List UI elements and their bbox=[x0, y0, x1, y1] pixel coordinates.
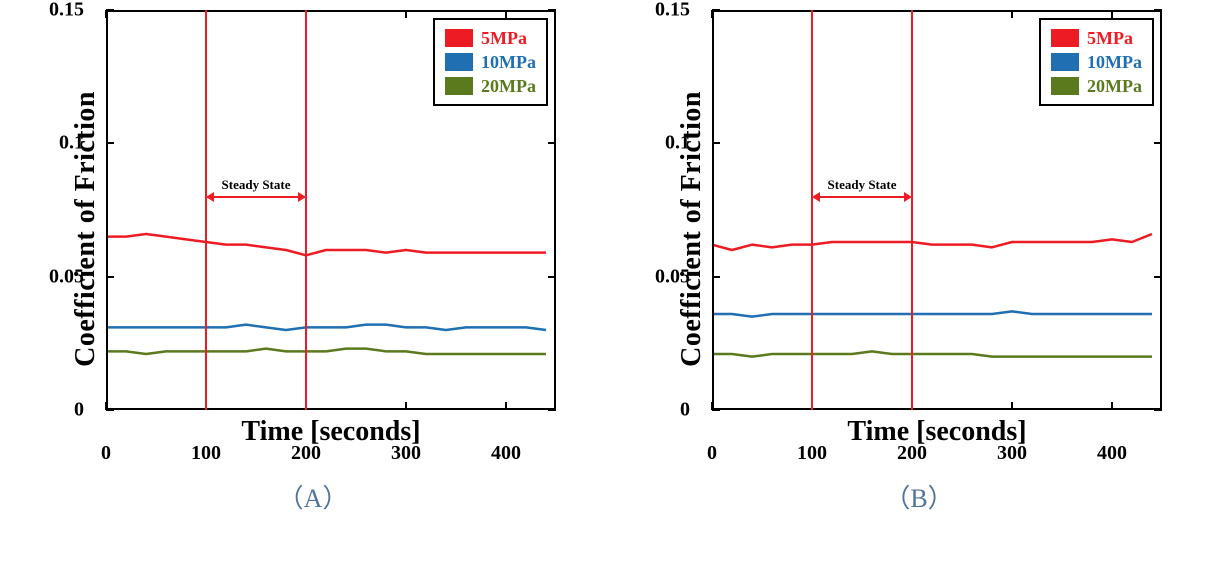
series-line-5MPa bbox=[712, 234, 1152, 250]
legend-swatch bbox=[1051, 77, 1079, 95]
chart-wrapper-b: Coefficient of Friction 00.050.10.150100… bbox=[676, 10, 1162, 448]
y-tick-mark bbox=[548, 9, 556, 11]
plot-area-a: 00.050.10.150100200300400Steady State5MP… bbox=[106, 10, 556, 410]
x-tick-mark bbox=[1011, 402, 1013, 410]
y-tick-label: 0 bbox=[680, 399, 690, 422]
steady-state-guideline bbox=[811, 10, 813, 410]
x-tick-mark bbox=[1011, 10, 1013, 18]
y-tick-mark bbox=[712, 142, 720, 144]
legend-label: 20MPa bbox=[481, 76, 536, 97]
y-tick-mark bbox=[106, 276, 114, 278]
series-line-20MPa bbox=[712, 351, 1152, 356]
x-tick-label: 200 bbox=[291, 442, 321, 465]
x-tick-mark bbox=[505, 10, 507, 18]
steady-state-guideline bbox=[911, 10, 913, 410]
figure-container: Coefficient of Friction 00.050.10.150100… bbox=[0, 0, 1232, 582]
x-tick-label: 0 bbox=[707, 442, 717, 465]
x-tick-mark bbox=[711, 10, 713, 18]
y-tick-mark bbox=[712, 9, 720, 11]
legend-swatch bbox=[1051, 29, 1079, 47]
y-tick-label: 0.05 bbox=[49, 265, 84, 288]
panel-sublabel-b: （B） bbox=[884, 478, 953, 515]
steady-state-arrow-line bbox=[212, 196, 300, 198]
legend-item: 5MPa bbox=[445, 26, 536, 50]
plot-column-b: 00.050.10.150100200300400Steady State5MP… bbox=[712, 10, 1162, 448]
y-tick-label: 0.15 bbox=[655, 0, 690, 22]
y-tick-mark bbox=[548, 142, 556, 144]
steady-state-arrow-head-right bbox=[298, 192, 306, 202]
series-line-5MPa bbox=[106, 234, 546, 255]
chart-wrapper-a: Coefficient of Friction 00.050.10.150100… bbox=[70, 10, 556, 448]
series-line-20MPa bbox=[106, 349, 546, 354]
y-tick-label: 0.1 bbox=[665, 132, 690, 155]
x-tick-label: 100 bbox=[797, 442, 827, 465]
y-tick-mark bbox=[1154, 276, 1162, 278]
legend-swatch bbox=[445, 77, 473, 95]
x-tick-mark bbox=[505, 402, 507, 410]
plot-column-a: 00.050.10.150100200300400Steady State5MP… bbox=[106, 10, 556, 448]
steady-state-guideline bbox=[305, 10, 307, 410]
x-tick-mark bbox=[105, 402, 107, 410]
steady-state-label: Steady State bbox=[828, 177, 897, 193]
panel-b: Coefficient of Friction 00.050.10.150100… bbox=[676, 10, 1162, 515]
legend-item: 10MPa bbox=[445, 50, 536, 74]
legend-item: 20MPa bbox=[445, 74, 536, 98]
y-tick-label: 0 bbox=[74, 399, 84, 422]
x-tick-mark bbox=[105, 10, 107, 18]
y-tick-label: 0.15 bbox=[49, 0, 84, 22]
x-tick-label: 200 bbox=[897, 442, 927, 465]
legend: 5MPa 10MPa 20MPa bbox=[433, 18, 548, 106]
x-tick-mark bbox=[405, 402, 407, 410]
steady-state-label: Steady State bbox=[222, 177, 291, 193]
steady-state-arrow-head-left bbox=[206, 192, 214, 202]
steady-state-arrow-head-left bbox=[812, 192, 820, 202]
legend-swatch bbox=[445, 29, 473, 47]
x-tick-mark bbox=[711, 402, 713, 410]
y-tick-mark bbox=[548, 409, 556, 411]
y-tick-label: 0.05 bbox=[655, 265, 690, 288]
steady-state-guideline bbox=[205, 10, 207, 410]
panel-a: Coefficient of Friction 00.050.10.150100… bbox=[70, 10, 556, 515]
steady-state-arrow-head-right bbox=[904, 192, 912, 202]
legend-label: 5MPa bbox=[1087, 28, 1133, 49]
y-tick-mark bbox=[106, 409, 114, 411]
panel-sublabel-a: （A） bbox=[278, 478, 349, 515]
y-tick-mark bbox=[106, 142, 114, 144]
legend-label: 20MPa bbox=[1087, 76, 1142, 97]
x-tick-label: 0 bbox=[101, 442, 111, 465]
x-tick-label: 300 bbox=[997, 442, 1027, 465]
x-tick-label: 400 bbox=[491, 442, 521, 465]
y-tick-mark bbox=[712, 409, 720, 411]
legend-swatch bbox=[445, 53, 473, 71]
legend-item: 20MPa bbox=[1051, 74, 1142, 98]
y-tick-mark bbox=[1154, 9, 1162, 11]
legend: 5MPa 10MPa 20MPa bbox=[1039, 18, 1154, 106]
y-tick-mark bbox=[1154, 409, 1162, 411]
legend-label: 10MPa bbox=[481, 52, 536, 73]
legend-label: 5MPa bbox=[481, 28, 527, 49]
x-tick-mark bbox=[405, 10, 407, 18]
x-tick-label: 400 bbox=[1097, 442, 1127, 465]
legend-item: 10MPa bbox=[1051, 50, 1142, 74]
legend-item: 5MPa bbox=[1051, 26, 1142, 50]
series-line-10MPa bbox=[712, 311, 1152, 316]
y-tick-label: 0.1 bbox=[59, 132, 84, 155]
x-tick-label: 300 bbox=[391, 442, 421, 465]
y-tick-mark bbox=[106, 9, 114, 11]
steady-state-arrow-line bbox=[818, 196, 906, 198]
series-line-10MPa bbox=[106, 325, 546, 330]
y-tick-mark bbox=[712, 276, 720, 278]
y-tick-mark bbox=[548, 276, 556, 278]
legend-swatch bbox=[1051, 53, 1079, 71]
plot-area-b: 00.050.10.150100200300400Steady State5MP… bbox=[712, 10, 1162, 410]
x-tick-mark bbox=[1111, 402, 1113, 410]
y-tick-mark bbox=[1154, 142, 1162, 144]
x-tick-label: 100 bbox=[191, 442, 221, 465]
legend-label: 10MPa bbox=[1087, 52, 1142, 73]
x-tick-mark bbox=[1111, 10, 1113, 18]
